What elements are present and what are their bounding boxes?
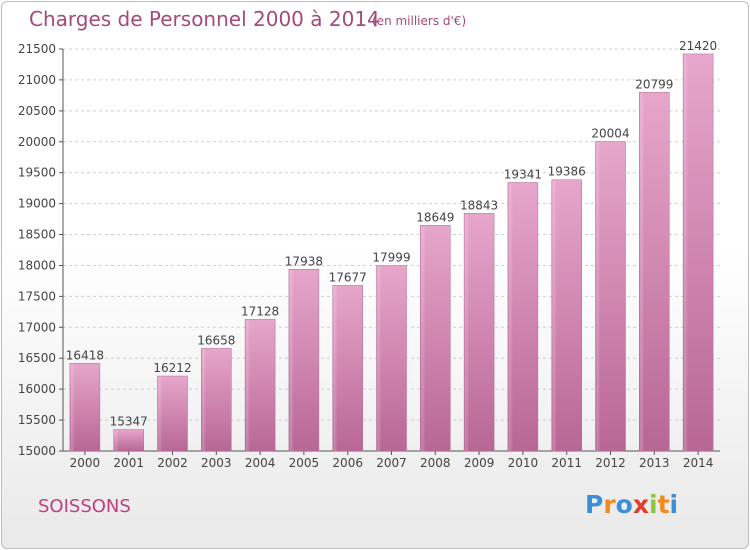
- y-tick-label: 21500: [18, 42, 56, 56]
- data-label: 15347: [110, 415, 148, 429]
- bar-2001: [113, 429, 144, 452]
- y-tick-label: 20000: [18, 135, 56, 149]
- data-label: 20004: [591, 127, 629, 141]
- data-label: 17677: [329, 270, 367, 284]
- data-label: 21420: [679, 39, 717, 53]
- data-label: 18649: [416, 210, 454, 224]
- bar-highlight: [377, 266, 382, 451]
- x-tick-label: 2007: [376, 456, 407, 470]
- y-tick-label: 16500: [18, 351, 56, 365]
- bar-highlight: [289, 270, 294, 451]
- y-tick-labels: 15000 15500 16000 16500 17000 17500 18000 18500…: [18, 42, 56, 458]
- x-tick-labels: 2000 2001 2002 2003 2004 2005 2006 2007 2008 2009…: [70, 456, 714, 470]
- x-tick-label: 2005: [289, 456, 320, 470]
- x-tick-label: 2004: [245, 456, 276, 470]
- bar-highlight: [465, 214, 470, 451]
- x-tick-label: 2008: [420, 456, 451, 470]
- bar-highlight: [246, 320, 251, 451]
- bar-highlight: [333, 286, 338, 451]
- data-label: 17938: [285, 254, 323, 268]
- y-tick-label: 17000: [18, 320, 56, 334]
- bar-2010: [507, 182, 539, 452]
- y-tick-label: 21000: [18, 73, 56, 87]
- bar-highlight: [202, 349, 207, 451]
- data-label: 16212: [153, 361, 191, 375]
- data-label: 17128: [241, 304, 279, 318]
- y-tick-label: 18500: [18, 228, 56, 242]
- y-tick-label: 19500: [18, 166, 56, 180]
- x-tick-label: 2010: [508, 456, 539, 470]
- y-tick-label: 16000: [18, 382, 56, 396]
- data-labels: 16418 15347 16212 16658 17128 17938 17677 17999…: [66, 39, 717, 429]
- data-label: 19386: [548, 165, 586, 179]
- bar-highlight: [508, 183, 513, 451]
- x-tick-label: 2009: [464, 456, 495, 470]
- y-tick-label: 18000: [18, 258, 56, 272]
- y-tick-label: 15500: [18, 413, 56, 427]
- y-tick-label: 17500: [18, 289, 56, 303]
- x-tick-label: 2006: [332, 456, 363, 470]
- bar-highlight: [158, 377, 163, 451]
- chart-title: Charges de Personnel 2000 à 2014: [29, 7, 380, 31]
- data-label: 17999: [372, 251, 410, 265]
- chart-subtitle: (en milliers d'€): [372, 14, 467, 28]
- x-tick-label: 2001: [113, 456, 144, 470]
- data-label: 18843: [460, 198, 498, 212]
- city-name: SOISSONS: [38, 496, 131, 517]
- x-tick-label: 2003: [201, 456, 232, 470]
- logo-letter: P: [585, 490, 604, 519]
- y-tick-label: 20500: [18, 104, 56, 118]
- bar-highlight: [640, 93, 645, 451]
- bar-highlight: [684, 54, 689, 451]
- x-tick-label: 2014: [683, 456, 714, 470]
- data-label: 19341: [504, 168, 542, 182]
- logo-letter: i: [669, 490, 679, 519]
- bar-highlight: [70, 364, 75, 451]
- bar-highlight: [552, 180, 557, 451]
- proxiti-logo: Proxiti: [585, 490, 678, 519]
- data-label: 16658: [197, 333, 235, 347]
- logo-letter: r: [603, 490, 616, 519]
- bar-highlight: [421, 226, 426, 451]
- y-tick-label: 15000: [18, 444, 56, 458]
- x-tick-label: 2012: [595, 456, 626, 470]
- x-tick-label: 2000: [70, 456, 101, 470]
- x-tick-label: 2013: [639, 456, 670, 470]
- x-tick-label: 2002: [157, 456, 188, 470]
- y-tick-label: 19000: [18, 197, 56, 211]
- bar-highlight: [596, 142, 601, 451]
- logo-letter: i: [649, 490, 658, 519]
- bars: [69, 53, 714, 452]
- data-label: 20799: [635, 77, 673, 91]
- bar-highlight: [114, 430, 119, 451]
- x-tick-label: 2011: [551, 456, 582, 470]
- logo-letter: x: [632, 490, 649, 519]
- logo-letter: o: [615, 490, 633, 519]
- data-label: 16418: [66, 348, 104, 362]
- logo-letter: t: [657, 490, 670, 519]
